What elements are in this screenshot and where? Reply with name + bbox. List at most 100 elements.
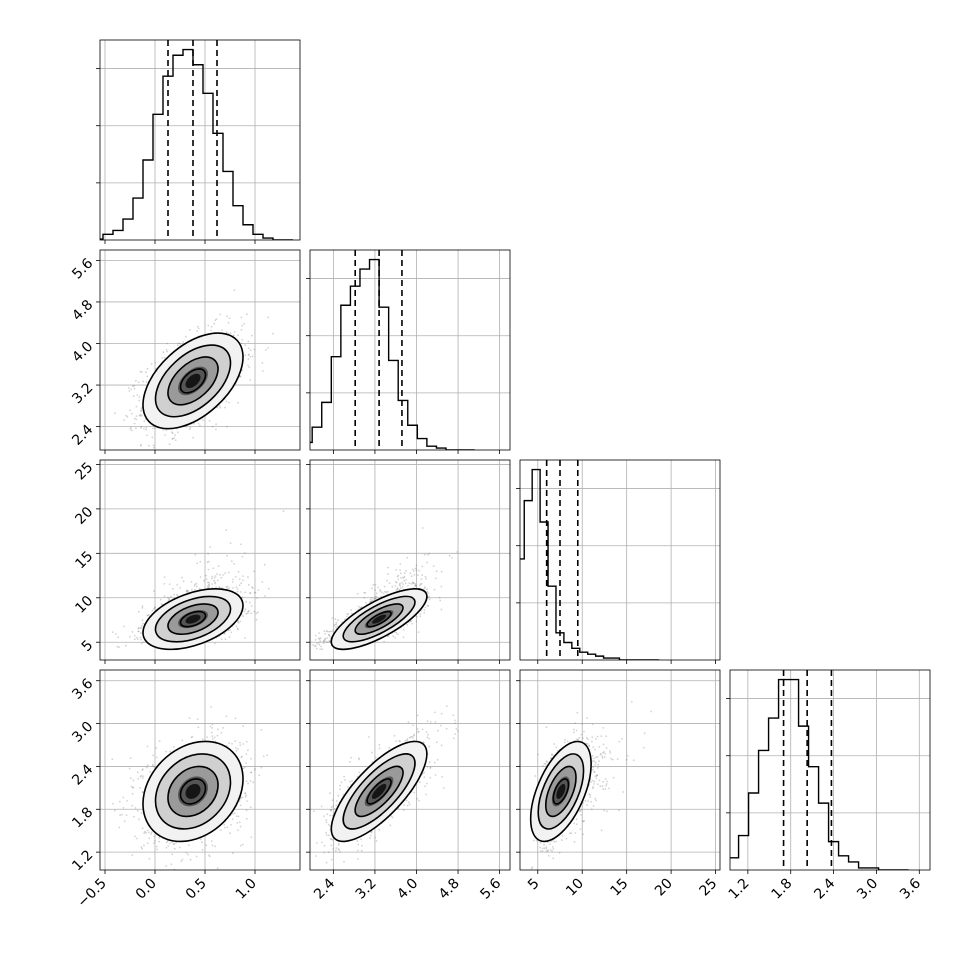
scatter-point [414,583,417,586]
scatter-point [411,622,414,625]
scatter-point [231,581,234,583]
scatter-point [239,375,242,378]
scatter-point [397,578,400,581]
scatter-point [421,527,424,529]
scatter-point [137,381,140,384]
scatter-point [165,846,168,849]
scatter-point [126,415,129,418]
scatter-point [195,855,198,858]
scatter-point [440,585,443,588]
scatter-point [261,362,264,364]
scatter-point [226,425,229,428]
scatter-point [165,750,168,753]
scatter-point [181,858,184,861]
scatter-point [237,620,240,622]
scatter-point [396,588,399,591]
scatter-point [188,844,190,847]
contour-line [342,595,416,643]
scatter-panel-3-0 [99,669,301,871]
scatter-point [154,427,156,430]
scatter-point [406,623,409,626]
scatter-point [133,384,136,387]
scatter-point [133,815,135,818]
scatter-point [143,832,146,834]
scatter-point [91,419,93,421]
scatter-point [249,592,252,595]
scatter-point [326,630,329,633]
scatter-point [412,570,415,572]
scatter-point [249,379,252,381]
scatter-point [253,591,256,594]
contour-line [154,344,232,418]
histogram-step [310,258,475,450]
scatter-point [322,642,325,645]
scatter-point [214,581,217,583]
scatter-point [405,579,407,581]
scatter-point [133,634,136,637]
scatter-point [239,620,242,623]
scatter-point [424,586,426,588]
scatter-point [235,625,238,628]
scatter-point [152,754,155,757]
scatter-point [192,422,195,425]
scatter-point [234,717,237,720]
scatter-point [174,439,177,441]
scatter-point [212,737,214,740]
scatter-point [133,638,136,641]
scatter-point [162,351,165,354]
scatter-point [388,582,391,584]
scatter-point [416,615,418,618]
scatter-point [224,406,226,409]
scatter-point [371,599,374,602]
scatter-point [415,569,418,572]
scatter-point [249,349,252,351]
scatter-point [118,646,120,648]
scatter-point [245,740,248,743]
scatter-point [176,593,178,596]
scatter-point [182,341,185,343]
scatter-point [182,580,185,583]
scatter-point [247,576,249,579]
scatter-point [440,570,443,573]
scatter-point [236,588,239,590]
scatter-point [160,603,163,606]
contour-line [330,588,428,651]
scatter-point [392,635,395,638]
scatter-point [439,599,442,602]
scatter-point [245,753,248,755]
scatter-point [131,412,133,415]
scatter-point [412,582,415,585]
scatter-point [234,812,236,815]
scatter-point [187,590,190,593]
scatter-point [140,642,143,645]
scatter-point [146,434,148,437]
scatter-point [208,583,210,586]
scatter-point [415,620,418,623]
scatter-point [148,444,150,447]
scatter-point [158,836,161,839]
scatter-point [168,598,171,601]
scatter-point [229,332,232,335]
scatter-point [141,624,143,627]
scatter-point [307,635,309,637]
scatter-point [145,371,147,374]
scatter-point [282,510,285,513]
scatter-point [374,583,377,586]
scatter-point [314,634,317,637]
scatter-point [325,640,328,643]
scatter-point [232,587,234,589]
scatter-point [140,626,143,629]
scatter-point [119,814,121,816]
scatter-point [136,636,138,639]
scatter-point [214,845,217,848]
scatter-point [241,555,244,558]
scatter-point [249,592,251,594]
scatter-point [112,462,114,464]
scatter-point [253,769,256,771]
scatter-point [247,358,250,361]
scatter-point [139,414,142,417]
scatter-point [116,645,119,648]
scatter-point [395,569,398,571]
scatter-point [245,600,248,603]
scatter-point [423,553,426,556]
